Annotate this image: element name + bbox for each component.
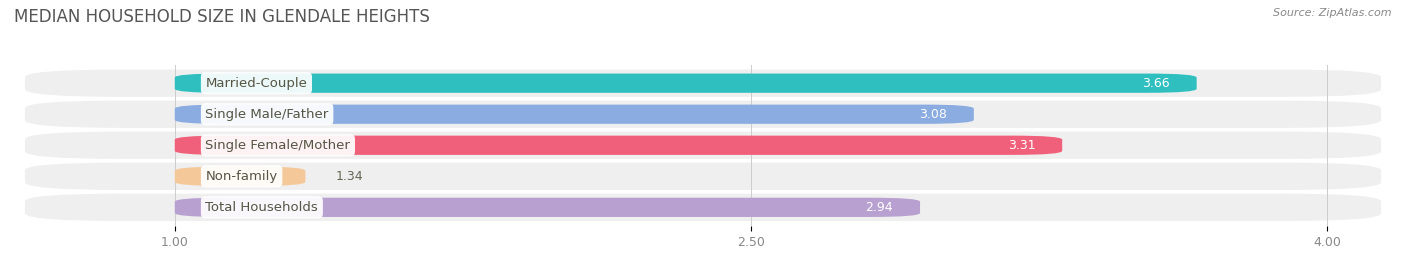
Text: MEDIAN HOUSEHOLD SIZE IN GLENDALE HEIGHTS: MEDIAN HOUSEHOLD SIZE IN GLENDALE HEIGHT… xyxy=(14,8,430,26)
Text: 2.94: 2.94 xyxy=(866,201,893,214)
Text: 3.31: 3.31 xyxy=(1008,139,1035,152)
FancyBboxPatch shape xyxy=(25,101,1381,128)
FancyBboxPatch shape xyxy=(25,163,1381,190)
Text: 3.08: 3.08 xyxy=(920,108,948,121)
Text: Total Households: Total Households xyxy=(205,201,318,214)
FancyBboxPatch shape xyxy=(174,105,974,124)
FancyBboxPatch shape xyxy=(174,73,1197,93)
FancyBboxPatch shape xyxy=(174,198,920,217)
Text: 1.34: 1.34 xyxy=(336,170,364,183)
FancyBboxPatch shape xyxy=(25,69,1381,97)
FancyBboxPatch shape xyxy=(174,136,1062,155)
Text: Source: ZipAtlas.com: Source: ZipAtlas.com xyxy=(1274,8,1392,18)
Text: 3.66: 3.66 xyxy=(1142,77,1170,90)
FancyBboxPatch shape xyxy=(25,132,1381,159)
Text: Married-Couple: Married-Couple xyxy=(205,77,308,90)
FancyBboxPatch shape xyxy=(174,167,305,186)
Text: Non-family: Non-family xyxy=(205,170,278,183)
Text: Single Male/Father: Single Male/Father xyxy=(205,108,329,121)
Text: Single Female/Mother: Single Female/Mother xyxy=(205,139,350,152)
FancyBboxPatch shape xyxy=(25,194,1381,221)
